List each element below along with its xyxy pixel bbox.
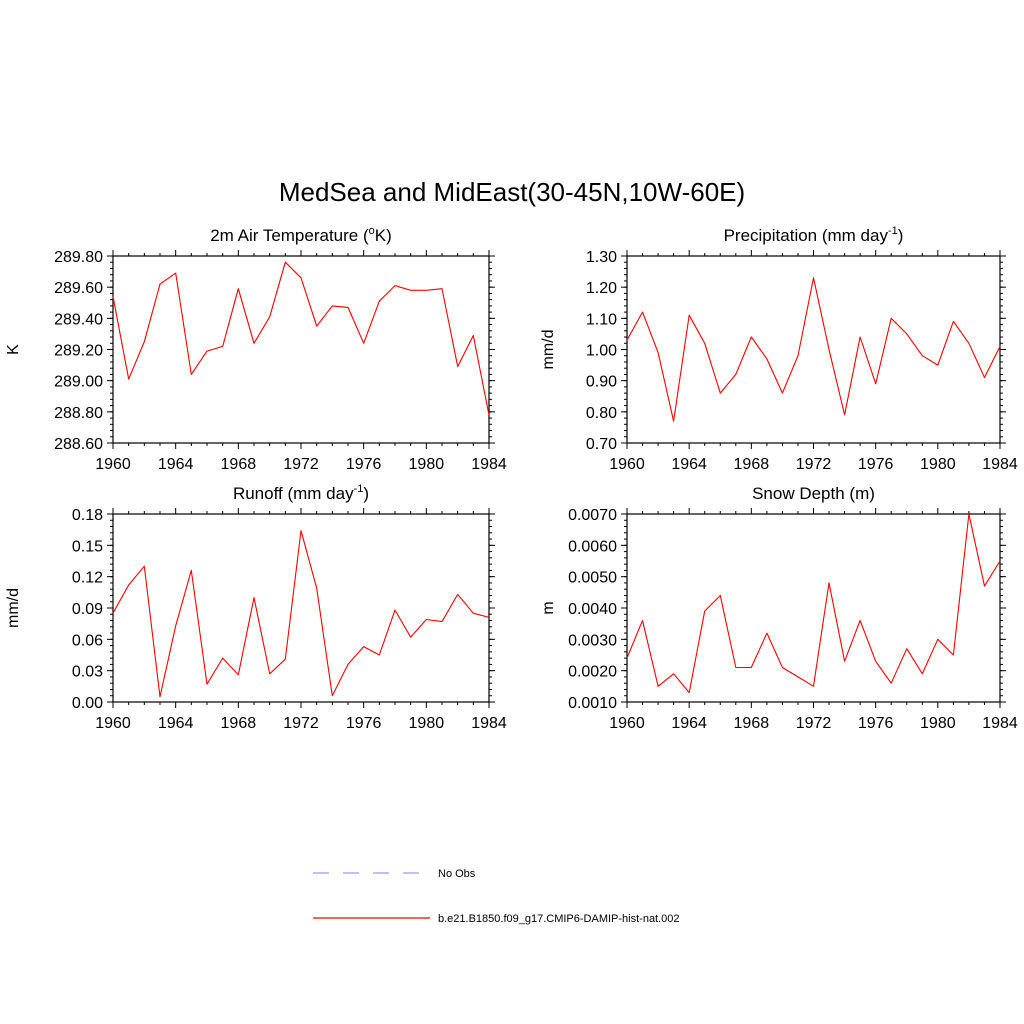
y-axis-label: mm/d [5,588,22,628]
x-tick-label: 1980 [409,715,445,732]
panel-temperature: 2m Air Temperature (oK) 1960 1964 1968 1972 1… [5,225,507,473]
x-tick-label: 1984 [982,715,1018,732]
panel-title-main: Snow Depth (m) [752,484,875,503]
series-line [112,530,490,698]
x-tick-label: 1960 [609,456,645,473]
series-line [626,513,1001,694]
y-tick-label: 0.80 [586,405,617,422]
y-tick-label: 0.09 [72,601,103,618]
y-tick-label: 0.18 [72,507,103,524]
legend-label: No Obs [438,868,476,880]
x-tick-label: 1968 [734,456,770,473]
y-tick-label: 0.12 [72,570,103,587]
x-tick-label: 1972 [796,715,832,732]
panel-title: Snow Depth (m) [752,484,875,503]
y-tick-label: 289.40 [54,311,103,328]
panels: 2m Air Temperature (oK)1960 1964 1968 1972 1… [5,225,1018,732]
y-tick-label: 0.0020 [568,664,617,681]
x-tick-label: 1980 [409,456,445,473]
y-axis-label: m [540,601,557,614]
panel-title: Precipitation (mm day-1) [724,225,904,245]
x-tick-label: 1980 [920,715,956,732]
plot-frame [626,513,1001,703]
panel-precipitation: Precipitation (mm day-1) 1960 1964 1968 1972… [540,225,1018,473]
x-tick-label: 1976 [346,456,382,473]
x-tick-label: 1984 [471,715,507,732]
panel-title-main: Runoff (mm day [233,484,354,503]
panel-title-suffix: ) [363,484,369,503]
x-tick-label: 1960 [95,456,131,473]
y-tick-label: 0.70 [586,436,617,453]
panel-title-sup: -1 [888,225,898,237]
panel-runoff: Runoff (mm day-1) 1960 1964 1968 1972 1976 198… [5,483,507,732]
y-tick-label: 0.15 [72,538,103,555]
y-tick-label: 0.0040 [568,601,617,618]
y-tick-label: 0.03 [72,664,103,681]
x-tick-label: 1984 [982,456,1018,473]
x-tick-label: 1984 [471,456,507,473]
y-tick-label: 0.0070 [568,507,617,524]
y-axis-label: K [5,344,22,355]
x-tick-label: 1964 [671,715,707,732]
y-tick-label: 289.00 [54,374,103,391]
x-tick-label: 1972 [796,456,832,473]
x-tick-label: 1968 [221,456,257,473]
panel-title-suffix: K) [375,226,392,245]
panel-title-sup: -1 [354,483,364,495]
panel-title: Runoff (mm day-1) [233,483,369,503]
legend-entry: b.e21.B1850.f09_g17.CMIP6-DAMIP-hist-nat… [313,913,680,925]
x-tick-label: 1964 [158,715,194,732]
x-tick-label: 1972 [283,456,319,473]
y-tick-label: 0.00 [72,695,103,712]
y-tick-label: 0.0060 [568,538,617,555]
y-tick-label: 1.20 [586,280,617,297]
series-line [112,261,490,416]
panel-snow-depth: Snow Depth (m) 1960 1964 1968 1972 1976 1980 19… [540,484,1018,732]
panel-title-main: Precipitation (mm day [724,226,889,245]
y-tick-label: 288.80 [54,405,103,422]
legend-entry: No Obs [313,868,476,880]
y-tick-label: 1.00 [586,343,617,360]
panel-title-sup: o [369,225,375,237]
legend-label: b.e21.B1850.f09_g17.CMIP6-DAMIP-hist-nat… [438,913,680,925]
panel-title-main: 2m Air Temperature ( [210,226,369,245]
x-tick-label: 1976 [346,715,382,732]
plot-frame [626,255,1001,444]
series-line [626,277,1001,422]
y-tick-label: 0.06 [72,632,103,649]
x-tick-label: 1968 [221,715,257,732]
y-tick-label: 1.10 [586,311,617,328]
y-tick-label: 0.0050 [568,570,617,587]
y-tick-label: 289.80 [54,249,103,266]
y-axis-label: mm/d [540,330,557,370]
x-tick-label: 1960 [609,715,645,732]
plot-frame [112,513,490,703]
legend: No Obs b.e21.B1850.f09_g17.CMIP6-DAMIP-hi… [313,868,680,925]
y-tick-label: 289.60 [54,280,103,297]
panel-title: 2m Air Temperature (oK) [210,225,392,245]
plot-frame [112,255,490,444]
x-tick-label: 1976 [858,715,894,732]
x-tick-label: 1964 [158,456,194,473]
y-tick-label: 1.30 [586,249,617,266]
x-tick-label: 1964 [671,456,707,473]
y-tick-label: 0.0010 [568,695,617,712]
y-tick-label: 0.90 [586,374,617,391]
y-tick-label: 288.60 [54,436,103,453]
x-tick-label: 1972 [283,715,319,732]
panel-title-suffix: ) [898,226,904,245]
y-tick-label: 0.0030 [568,632,617,649]
x-tick-label: 1980 [920,456,956,473]
x-tick-label: 1976 [858,456,894,473]
x-tick-label: 1960 [95,715,131,732]
y-tick-label: 289.20 [54,343,103,360]
main-title: MedSea and MidEast(30-45N,10W-60E) [279,177,745,207]
x-tick-label: 1968 [734,715,770,732]
